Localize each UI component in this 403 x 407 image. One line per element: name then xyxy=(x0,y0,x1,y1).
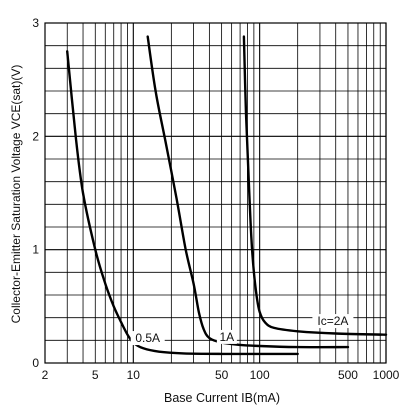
y-tick-labels: 0 1 2 3 xyxy=(32,16,39,370)
plot-frame xyxy=(44,22,387,364)
x-tick-label: 50 xyxy=(215,368,229,382)
x-tick-labels: 2 5 10 50 100 500 1000 xyxy=(42,368,400,382)
x-tick-label: 5 xyxy=(92,368,99,382)
x-tick-label: 500 xyxy=(338,368,358,382)
x-tick-label: 2 xyxy=(42,368,49,382)
series-label-background xyxy=(312,314,354,329)
series-label-background xyxy=(130,331,165,346)
series-line-2 xyxy=(242,35,388,336)
grid-horizontal xyxy=(45,45,386,341)
series-label: 1A xyxy=(220,330,235,344)
series-label-background xyxy=(216,329,237,344)
series-line-1 xyxy=(146,35,350,349)
grid-lines xyxy=(44,23,387,363)
y-tick-label: 0 xyxy=(32,356,39,370)
y-tick-label: 1 xyxy=(32,243,39,257)
series-label: 0.5A xyxy=(135,331,160,345)
x-tick-label: 1000 xyxy=(373,368,400,382)
grid-vertical xyxy=(44,23,387,363)
y-axis-label: Collector-Emitter Saturation Voltage VCE… xyxy=(9,65,23,324)
series-labels: 0.5A 1A Ic=2A xyxy=(130,314,354,346)
series-layer xyxy=(66,35,388,356)
series-label: Ic=2A xyxy=(317,314,348,328)
x-tick-label: 10 xyxy=(127,368,141,382)
x-axis-label: Base Current IB(mA) xyxy=(164,391,280,405)
series-line-0 xyxy=(66,50,299,356)
y-tick-label: 3 xyxy=(32,16,39,30)
y-tick-label: 2 xyxy=(32,129,39,143)
x-tick-label: 100 xyxy=(250,368,270,382)
